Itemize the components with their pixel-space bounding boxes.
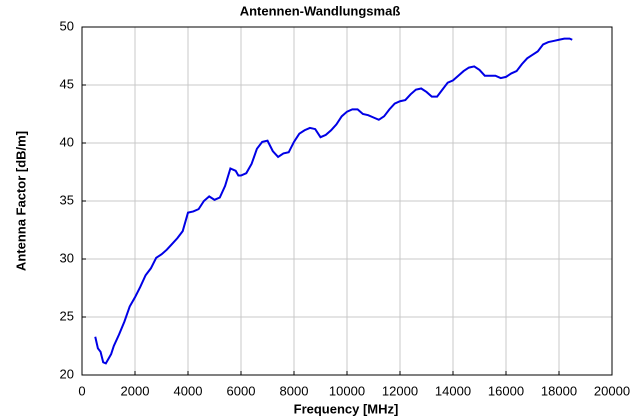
chart-title: Antennen-Wandlungsmaß	[240, 3, 401, 18]
x-tick-label: 2000	[121, 383, 150, 398]
x-tick-label: 4000	[174, 383, 203, 398]
x-tick-label: 18000	[541, 383, 577, 398]
x-tick-label: 0	[78, 383, 85, 398]
y-tick-label: 20	[60, 366, 74, 381]
x-tick-label: 10000	[329, 383, 365, 398]
x-tick-label: 6000	[227, 383, 256, 398]
plot-frame	[81, 26, 613, 376]
x-tick-label: 14000	[435, 383, 471, 398]
y-axis-label: Antenna Factor [dB/m]	[13, 131, 28, 271]
data-line	[94, 37, 573, 365]
x-tick-label: 12000	[382, 383, 418, 398]
x-tick-label: 20000	[594, 383, 630, 398]
y-tick-label: 35	[60, 192, 74, 207]
y-tick-label: 30	[60, 250, 74, 265]
x-axis-label: Frequency [MHz]	[294, 401, 399, 416]
x-tick-label: 8000	[280, 383, 309, 398]
y-tick-label: 25	[60, 308, 74, 323]
y-tick-label: 50	[60, 18, 74, 33]
y-tick-label: 40	[60, 134, 74, 149]
x-tick-label: 16000	[488, 383, 524, 398]
y-tick-label: 45	[60, 76, 74, 91]
